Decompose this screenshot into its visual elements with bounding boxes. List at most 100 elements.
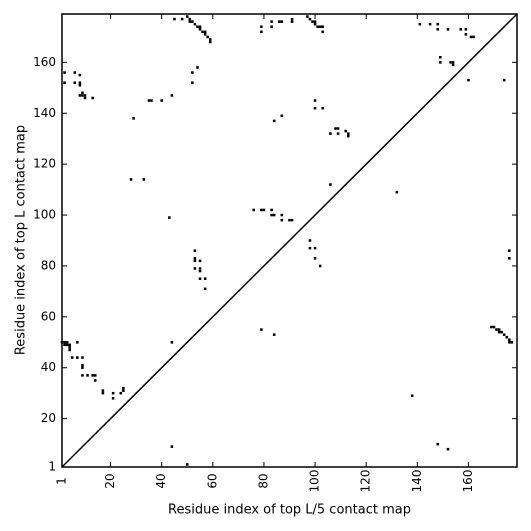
contact [70,356,74,359]
contact [68,343,71,347]
contact [188,20,192,23]
y-tick-label: 80 [41,258,56,272]
contact [418,22,422,26]
contact [500,330,503,334]
contact [313,99,317,102]
contact [308,17,312,21]
contact [193,259,197,263]
contact [73,81,77,84]
contact [81,94,84,97]
contact [395,190,399,194]
contact [436,22,440,26]
contact [277,20,281,23]
contact [168,216,171,219]
contact [280,213,284,217]
contact [313,20,317,23]
contact [203,277,207,280]
contact [191,71,194,74]
contact [180,17,184,21]
contact [280,114,284,118]
contact [122,389,125,392]
contact [86,374,89,377]
contact [497,330,501,334]
x-tick-label: 40 [154,473,168,488]
contact [436,27,440,31]
contact [347,134,350,138]
contact [451,61,455,64]
contact [173,17,176,21]
contact [208,38,212,41]
y-tick-label: 20 [41,411,56,425]
y-tick-label: 140 [33,106,56,120]
contact [410,394,414,398]
contact [206,35,209,39]
y-tick-label: 40 [41,360,56,374]
contact [63,341,66,344]
contact [198,25,202,28]
contact [208,40,212,44]
contact [497,328,501,331]
contact [185,463,189,466]
contact [260,25,263,28]
contact [81,91,84,95]
contact [65,343,69,347]
contact [459,27,463,31]
contact [313,106,317,110]
contact [321,25,325,28]
contact [76,341,79,344]
contact [252,208,255,212]
contact [188,17,192,21]
contact [446,27,450,31]
plot-frame [61,13,518,468]
contact [344,129,348,133]
contact [316,25,319,28]
contact [490,325,493,329]
contact [196,25,199,28]
x-tick-label: 120 [359,470,373,493]
contact [318,264,322,268]
contact [63,81,66,84]
contact [142,178,146,181]
contact [492,325,496,329]
y-tick-label: 60 [41,309,56,323]
contact [290,218,294,222]
contact [160,99,163,102]
contact [508,341,511,344]
contact [76,356,79,359]
contact [464,33,468,36]
contact [196,66,199,69]
contact [262,208,266,212]
contact [198,269,202,273]
contact [260,30,263,34]
contact [280,218,284,222]
contact [439,61,442,64]
contact [313,257,317,260]
contact [78,94,82,97]
contact [472,35,475,39]
diagonal [61,13,518,468]
y-axis-title: Residue index of top L contact map [14,125,29,355]
contact [451,63,455,67]
contact [502,78,506,82]
contact [280,20,284,23]
contact [313,246,317,250]
contact [198,277,202,280]
x-axis-title: Residue index of top L/5 contact map [168,503,411,518]
contact [288,218,291,222]
contact [63,343,66,347]
contact [321,106,325,110]
contact [270,208,273,212]
contact [193,257,197,260]
contact [91,374,94,377]
contact [334,127,337,130]
contact [65,341,69,344]
contact [81,363,84,367]
contact [467,78,470,82]
contact [508,249,511,252]
contact [272,213,276,217]
contact [68,346,71,349]
contact [170,445,174,448]
contact [170,341,174,344]
contact [93,379,97,382]
contact [311,20,314,23]
